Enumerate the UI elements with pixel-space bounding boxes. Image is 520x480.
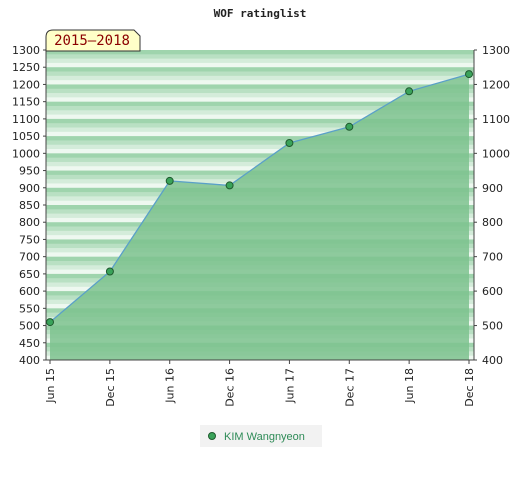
left-tick-label: 900 xyxy=(19,182,40,195)
left-tick-label: 700 xyxy=(19,251,40,264)
right-y-axis: 400 500 600 700 800 900 1000 1100 1200 1300 xyxy=(474,44,510,367)
left-tick-label: 550 xyxy=(19,302,40,315)
legend-label-kim-wangnyeon: KIM Wangnyeon xyxy=(224,431,305,443)
period-badge: 2015–2018 xyxy=(45,29,141,52)
right-tick-label: 1000 xyxy=(482,147,510,160)
background-band xyxy=(46,67,474,72)
x-axis: Jun 15 Dec 15 Jun 16 Dec 16 Jun 17 Dec 17 Jun … xyxy=(44,360,476,407)
data-point xyxy=(46,318,54,327)
x-tick-label: Dec 15 xyxy=(104,368,117,407)
x-tick-label: Dec 18 xyxy=(463,368,476,407)
left-tick-label: 850 xyxy=(19,199,40,212)
background-band xyxy=(46,105,474,111)
background-band xyxy=(46,97,474,103)
right-tick-label: 1300 xyxy=(482,44,510,57)
background-band xyxy=(46,114,474,120)
right-tick-label: 1100 xyxy=(482,113,510,126)
left-tick-label: 800 xyxy=(19,216,40,229)
right-tick-label: 400 xyxy=(482,354,503,367)
right-tick-label: 800 xyxy=(482,216,503,229)
x-tick-label: Dec 17 xyxy=(343,368,356,407)
x-tick-label: Dec 16 xyxy=(224,368,237,407)
left-tick-label: 600 xyxy=(19,285,40,298)
data-point xyxy=(285,139,294,147)
x-tick-label: Jun 17 xyxy=(283,368,296,404)
right-tick-label: 700 xyxy=(482,251,503,264)
background-band xyxy=(46,127,474,133)
left-tick-label: 1300 xyxy=(12,44,40,57)
background-band xyxy=(46,80,474,85)
data-point xyxy=(225,181,234,190)
background-band xyxy=(46,50,474,55)
background-band xyxy=(46,140,474,146)
left-tick-label: 750 xyxy=(19,233,40,246)
background-band xyxy=(46,58,474,64)
left-tick-label: 450 xyxy=(19,337,40,350)
background-band xyxy=(46,93,474,98)
x-tick-label: Jun 15 xyxy=(44,368,57,404)
x-tick-label: Jun 16 xyxy=(164,368,177,404)
x-tick-label: Jun 18 xyxy=(403,368,416,404)
left-y-axis: 400 450 500 550 600 650 700 750 800 850 900 950 1000… xyxy=(12,44,46,367)
right-tick-label: 1200 xyxy=(482,78,510,91)
data-point xyxy=(405,87,414,96)
left-tick-label: 1000 xyxy=(12,147,40,160)
data-point xyxy=(345,122,354,131)
background-band xyxy=(46,149,474,154)
left-tick-label: 1200 xyxy=(12,78,40,91)
background-band xyxy=(46,71,474,77)
data-markers xyxy=(46,70,473,327)
left-tick-label: 1050 xyxy=(12,130,40,143)
background-band xyxy=(46,153,474,159)
data-point xyxy=(465,70,473,79)
legend-marker xyxy=(208,432,216,440)
right-tick-label: 900 xyxy=(482,182,503,195)
chart-title: WOF ratinglist xyxy=(214,7,307,20)
left-tick-label: 650 xyxy=(19,268,40,281)
background-band xyxy=(46,157,474,163)
right-tick-label: 600 xyxy=(482,285,503,298)
left-tick-label: 400 xyxy=(19,354,40,367)
left-tick-label: 1150 xyxy=(12,96,40,109)
background-band xyxy=(46,101,474,107)
background-band xyxy=(46,88,474,94)
background-band xyxy=(46,118,474,124)
left-tick-label: 1250 xyxy=(12,61,40,74)
background-band xyxy=(46,62,474,68)
series-area-kim-wangnyeon xyxy=(50,74,469,360)
left-tick-label: 1100 xyxy=(12,113,40,126)
data-point xyxy=(105,267,114,276)
background-band xyxy=(46,75,474,81)
background-band xyxy=(46,131,474,137)
period-badge-text: 2015–2018 xyxy=(54,33,130,49)
background-band xyxy=(46,144,474,150)
right-tick-label: 500 xyxy=(482,320,503,333)
data-point xyxy=(165,176,174,185)
area-layer xyxy=(49,73,470,360)
background-band xyxy=(46,123,474,128)
series-line-kim-wangnyeon xyxy=(49,73,470,323)
left-tick-label: 950 xyxy=(19,165,40,178)
background-band xyxy=(46,54,474,60)
background-band xyxy=(46,84,474,90)
background-band xyxy=(46,110,474,115)
background-band xyxy=(46,136,474,141)
left-tick-label: 500 xyxy=(19,320,40,333)
legend: KIM Wangnyeon xyxy=(200,425,322,447)
